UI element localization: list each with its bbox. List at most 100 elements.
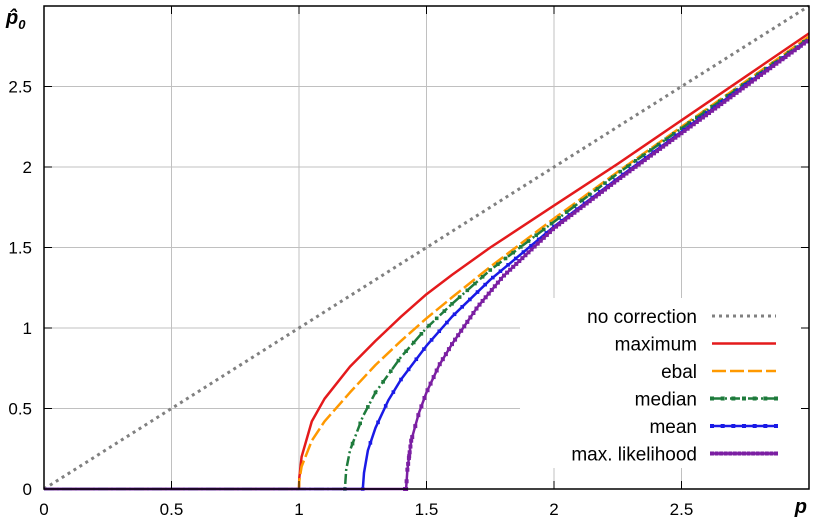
series-point <box>429 338 434 342</box>
series-point <box>765 68 770 73</box>
series-point <box>529 243 533 248</box>
series-point <box>676 133 681 138</box>
series-point <box>536 237 541 242</box>
series-point <box>656 142 661 147</box>
series-point <box>596 192 601 197</box>
series-point <box>740 83 745 87</box>
series-point <box>771 63 776 68</box>
series-point <box>526 239 531 243</box>
series-point <box>664 142 669 147</box>
series-point <box>771 61 776 66</box>
series-point <box>502 273 507 278</box>
series-layer <box>43 4 810 491</box>
series-point <box>475 290 480 294</box>
series-point <box>550 227 555 232</box>
series-point <box>459 328 464 333</box>
series-point <box>523 253 528 258</box>
series-point <box>483 295 488 300</box>
series-point <box>483 282 487 287</box>
legend-marker <box>742 451 746 456</box>
series-point <box>679 126 684 131</box>
series-point <box>733 88 737 93</box>
series-point <box>532 244 537 249</box>
series-point <box>801 41 806 46</box>
series-point <box>480 298 485 303</box>
series-point <box>691 122 696 127</box>
series-point <box>627 169 632 174</box>
series-point <box>428 381 433 386</box>
series-point <box>445 320 449 325</box>
series-point <box>762 70 767 75</box>
series-point <box>446 347 451 352</box>
series-point <box>569 213 574 218</box>
series-point <box>557 216 561 220</box>
series-point <box>674 133 679 138</box>
series-point <box>628 167 633 171</box>
series-point <box>492 284 497 289</box>
series-point <box>688 124 693 129</box>
series-point <box>719 102 724 107</box>
series-point <box>664 137 668 141</box>
series-point <box>465 319 470 324</box>
legend-label: median <box>635 390 697 411</box>
series-point <box>496 262 500 267</box>
series-point <box>450 342 454 347</box>
series-point <box>544 232 549 237</box>
legend-marker <box>764 451 769 456</box>
series-point <box>618 169 623 174</box>
series-point <box>519 245 523 249</box>
legend-marker <box>742 396 746 401</box>
series-point <box>572 204 577 209</box>
series-point <box>590 196 595 201</box>
series-point <box>746 81 751 86</box>
series-point <box>582 201 587 206</box>
series-point <box>381 379 385 384</box>
legend-marker <box>710 451 714 456</box>
series-point <box>786 52 791 57</box>
series-point <box>581 203 586 208</box>
series-point <box>580 198 584 203</box>
series-point <box>391 390 396 394</box>
series-point <box>648 153 653 158</box>
series-point <box>618 176 623 181</box>
series-point <box>679 131 684 136</box>
series-point <box>780 57 785 62</box>
legend-marker <box>746 451 751 456</box>
series-point <box>703 113 708 118</box>
legend-marker <box>732 451 737 456</box>
series-point <box>598 189 602 194</box>
series-point <box>440 357 445 362</box>
series-point <box>567 213 572 217</box>
series-point <box>700 115 705 120</box>
series-point <box>489 287 494 292</box>
legend-marker <box>719 451 724 456</box>
legend-marker <box>714 451 719 456</box>
series-point <box>804 39 809 44</box>
series-point <box>717 99 722 104</box>
series-point <box>442 309 447 313</box>
series-point <box>471 310 476 315</box>
legend-marker <box>774 396 778 401</box>
series-point <box>358 421 362 426</box>
series-point <box>368 441 373 445</box>
series-point <box>413 424 418 429</box>
legend-label: max. likelihood <box>571 445 697 466</box>
series-point <box>468 315 473 320</box>
x-tick-label: 1.5 <box>415 500 439 519</box>
series-point <box>575 208 580 213</box>
legend-marker <box>755 451 760 456</box>
series-point <box>488 268 493 272</box>
series-point <box>615 178 620 183</box>
series-point <box>667 140 672 145</box>
series-point <box>534 233 538 238</box>
series-point <box>376 420 380 425</box>
series-point <box>644 155 648 160</box>
series-point <box>491 275 495 280</box>
legend-marker <box>774 424 778 428</box>
series-point <box>792 48 797 53</box>
series-point <box>749 79 754 84</box>
series-point <box>725 97 730 102</box>
series-point <box>649 148 653 152</box>
x-tick-label: 1 <box>294 500 303 519</box>
series-point <box>621 173 626 178</box>
